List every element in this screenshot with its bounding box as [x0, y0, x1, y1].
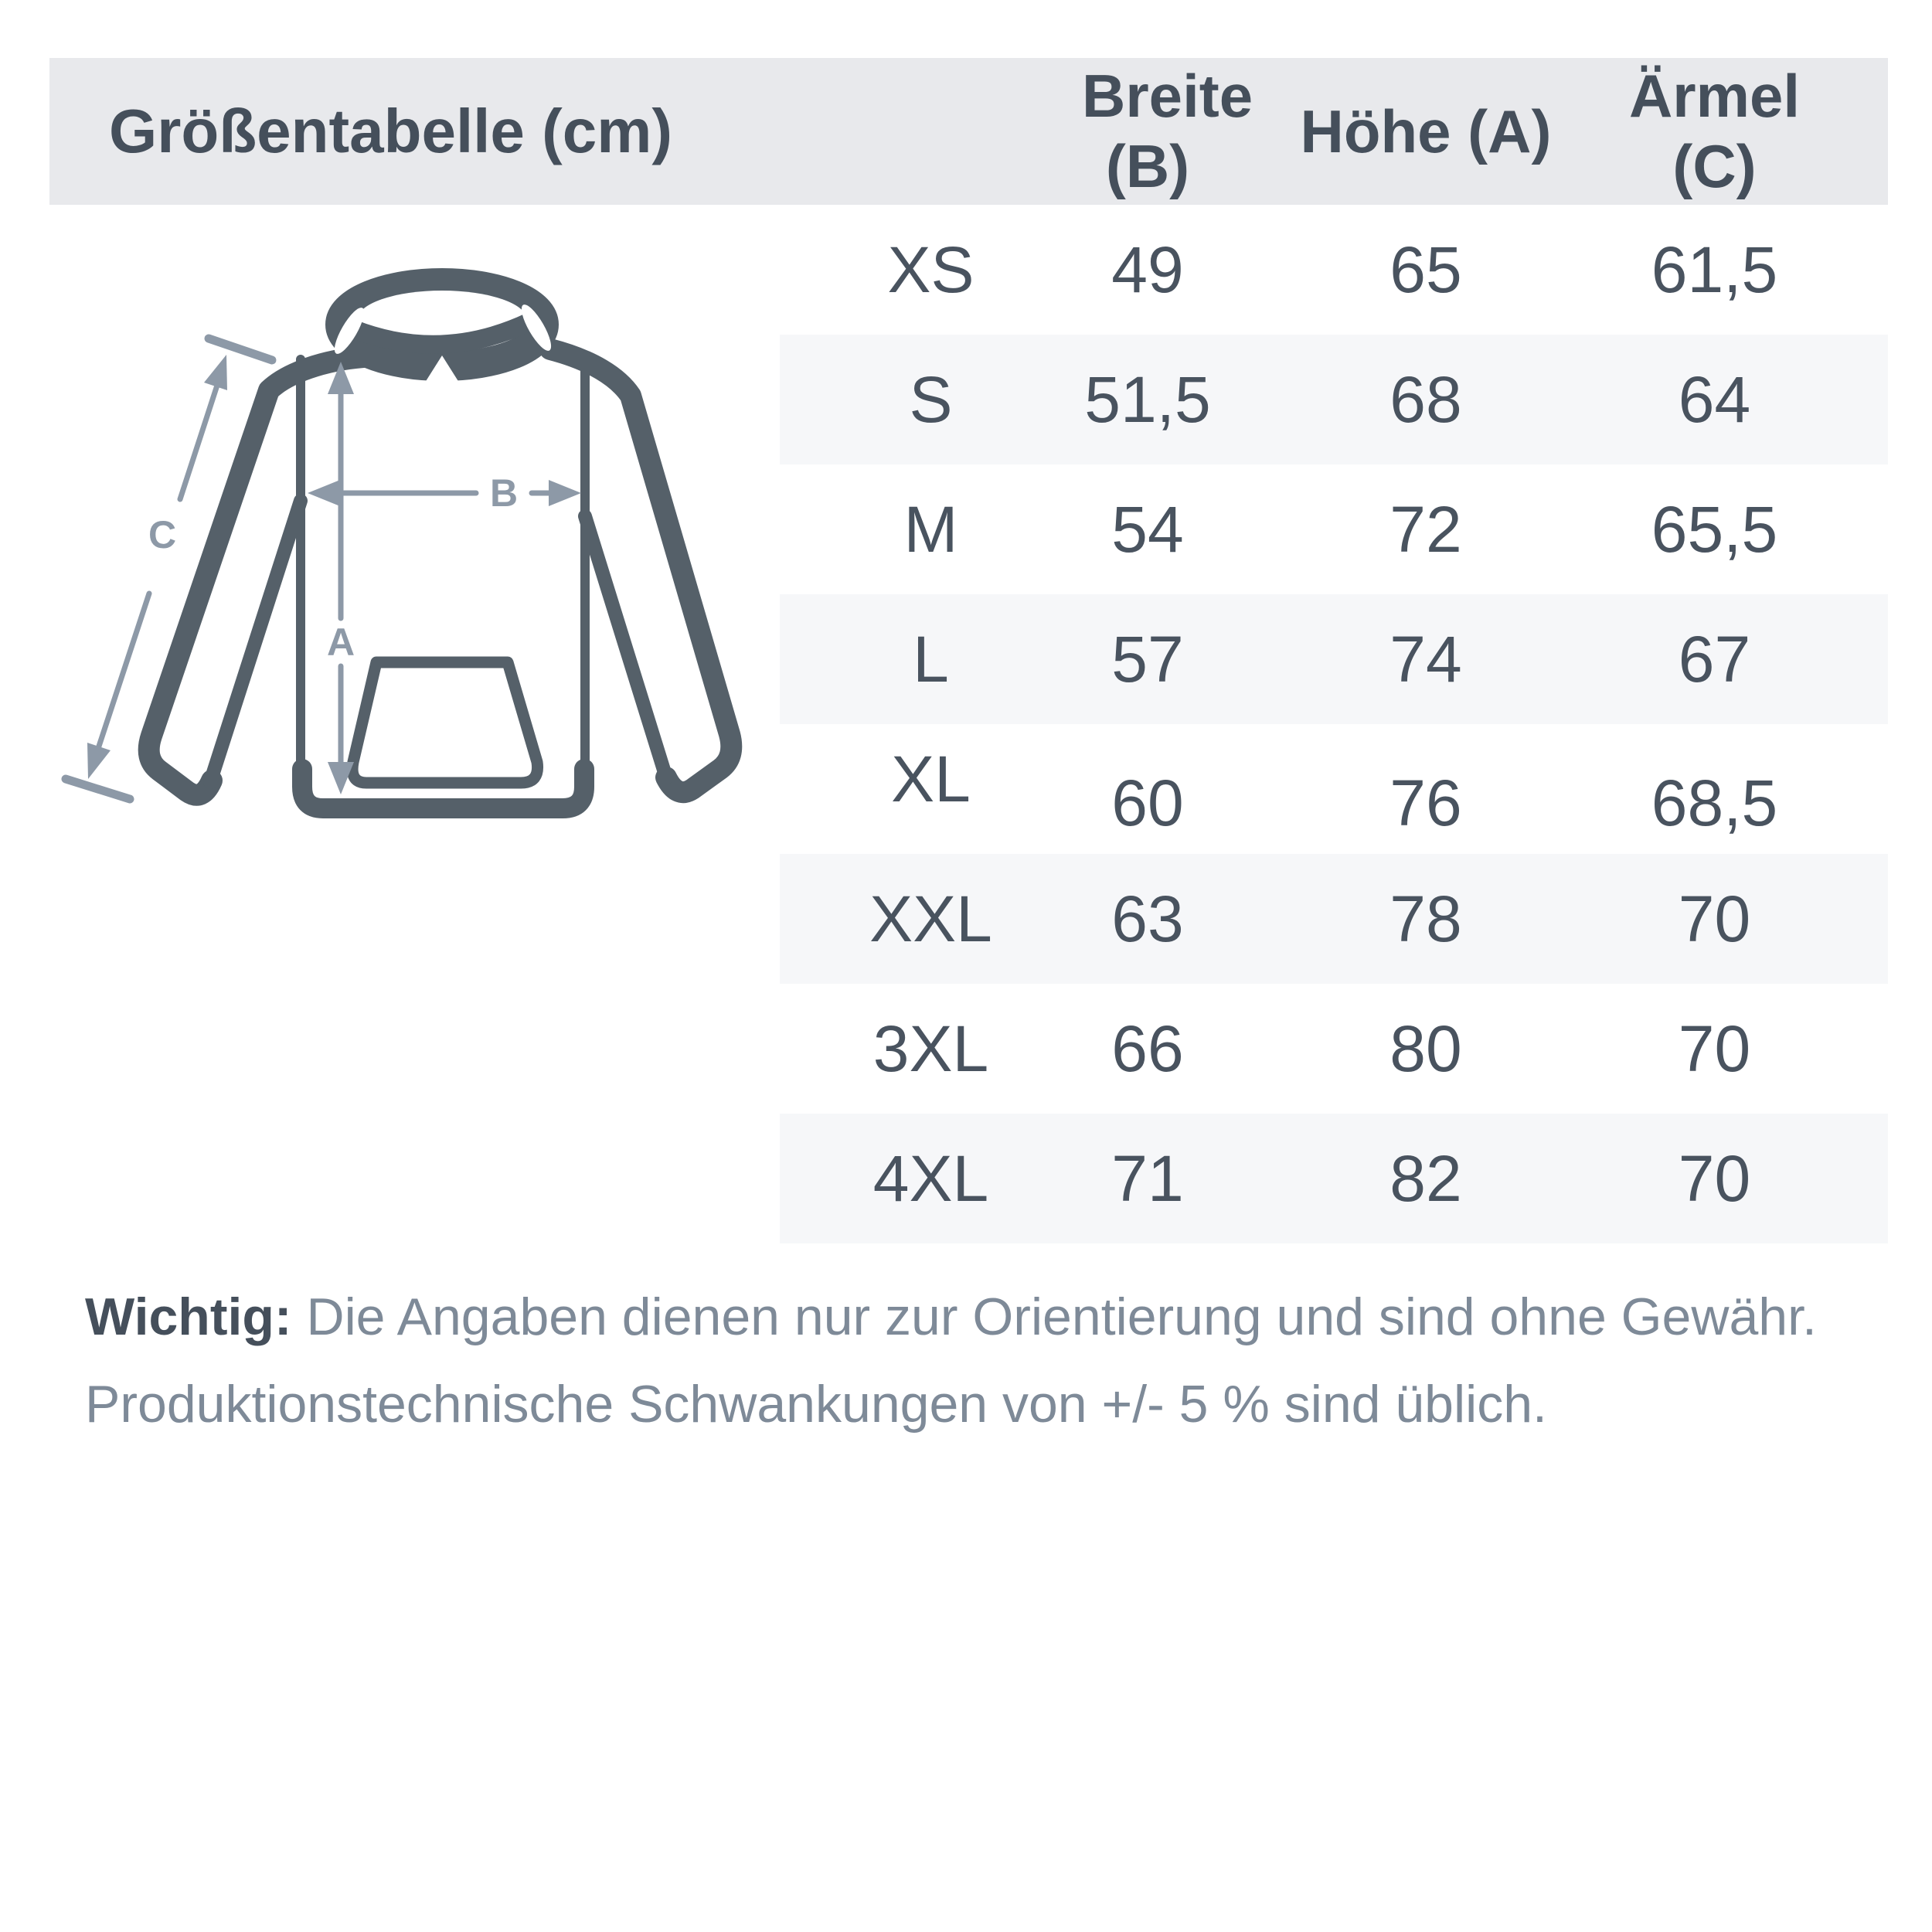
breite-cell: 60 — [1111, 766, 1184, 839]
size-cell: 3XL — [872, 1012, 989, 1085]
column-header-aermel: Ärmel (C) — [1628, 62, 1801, 200]
size-cell: M — [903, 492, 958, 566]
table-row: L 57 74 67 — [780, 594, 1888, 724]
size-cell: XXL — [869, 882, 992, 955]
aermel-cell: 68,5 — [1651, 766, 1778, 839]
size-cell: XS — [887, 233, 975, 306]
breite-cell: 49 — [1111, 233, 1184, 306]
breite-cell: 57 — [1111, 622, 1184, 696]
dimension-label-c: C — [148, 513, 176, 556]
hoodie-outline-icon — [138, 338, 743, 818]
hoehe-cell: 78 — [1389, 882, 1462, 955]
page-title: Größentabelle (cm) — [109, 97, 673, 165]
width-arrow: B — [308, 471, 581, 515]
breite-cell: 63 — [1111, 882, 1184, 955]
hoehe-cell: 76 — [1389, 766, 1462, 839]
aermel-cell: 70 — [1678, 882, 1751, 955]
breite-cell: 71 — [1111, 1141, 1184, 1215]
aermel-cell: 61,5 — [1651, 233, 1778, 306]
size-cell: XL — [891, 742, 971, 815]
aermel-cell: 67 — [1678, 622, 1751, 696]
aermel-cell: 70 — [1678, 1012, 1751, 1085]
footer-line-1: Wichtig: Die Angaben dienen nur zur Orie… — [85, 1274, 1817, 1361]
table-row: 4XL 71 82 70 — [780, 1114, 1888, 1243]
table-row: 3XL 66 80 70 — [780, 984, 1888, 1114]
hood-icon — [325, 268, 559, 385]
footer-note: Wichtig: Die Angaben dienen nur zur Orie… — [85, 1274, 1817, 1448]
table-row: M 54 72 65,5 — [780, 464, 1888, 594]
height-arrow: A — [327, 362, 355, 794]
aermel-cell: 65,5 — [1651, 492, 1778, 566]
hoehe-cell: 74 — [1389, 622, 1462, 696]
footer-important-label: Wichtig: — [85, 1287, 292, 1346]
hoehe-cell: 72 — [1389, 492, 1462, 566]
kangaroo-pocket — [346, 656, 544, 789]
size-table: XS 49 65 61,5 S 51,5 68 64 M 54 72 65,5 … — [780, 205, 1888, 1243]
table-row: S 51,5 68 64 — [780, 335, 1888, 464]
column-header-row: Breite (B) Höhe (A) Ärmel (C) — [780, 58, 1888, 205]
breite-cell: 54 — [1111, 492, 1184, 566]
size-cell: 4XL — [872, 1141, 989, 1215]
size-cell: S — [909, 362, 953, 436]
sleeve-arrow: C — [61, 334, 277, 804]
footer-line-2: Produktionstechnische Schwankungen von +… — [85, 1375, 1547, 1434]
aermel-cell: 70 — [1678, 1141, 1751, 1215]
footer-line-1-text: Die Angaben dienen nur zur Orientierung … — [291, 1287, 1817, 1346]
header-band — [49, 58, 1888, 205]
table-row: XL 60 76 68,5 — [780, 724, 1888, 854]
hoehe-cell: 68 — [1389, 362, 1462, 436]
table-row: XS 49 65 61,5 — [780, 205, 1888, 335]
hoehe-cell: 65 — [1389, 233, 1462, 306]
table-row: XXL 63 78 70 — [780, 854, 1888, 984]
breite-cell: 66 — [1111, 1012, 1184, 1085]
aermel-cell: 64 — [1678, 362, 1751, 436]
hoehe-cell: 82 — [1389, 1141, 1462, 1215]
breite-cell: 51,5 — [1084, 362, 1211, 436]
dimension-label-b: B — [490, 471, 518, 515]
column-header-breite: Breite (B) — [1082, 62, 1253, 200]
dimension-label-a: A — [327, 621, 355, 664]
size-cell: L — [913, 622, 949, 696]
hoehe-cell: 80 — [1389, 1012, 1462, 1085]
column-header-hoehe: Höhe (A) — [1300, 97, 1552, 165]
